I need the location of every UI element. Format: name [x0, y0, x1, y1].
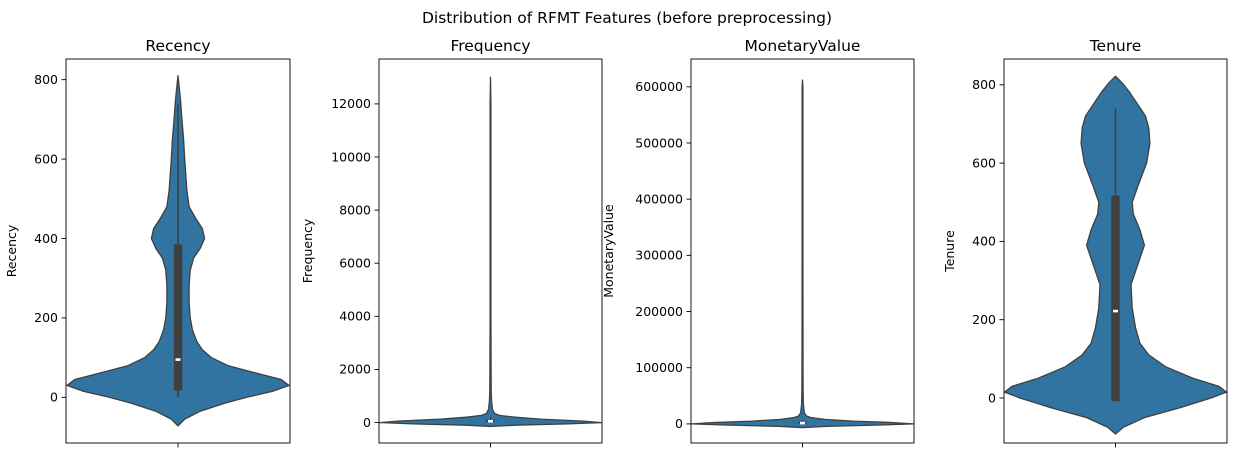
y-tick-label: 200000 — [635, 304, 683, 319]
y-tick-label: 800 — [34, 72, 58, 87]
violin-iqr-box — [1111, 195, 1120, 402]
y-tick-label: 0 — [988, 390, 996, 405]
y-tick-label: 6000 — [339, 256, 371, 271]
violin-iqr-box — [173, 244, 183, 391]
panel-title: MonetaryValue — [745, 37, 861, 55]
y-tick-label: 500000 — [635, 135, 683, 150]
y-axis-label: Frequency — [300, 218, 315, 283]
violin-median — [800, 421, 805, 425]
y-tick-label: 200 — [34, 310, 58, 325]
violin-body — [690, 79, 915, 429]
violin-median — [1113, 309, 1118, 313]
y-tick-label: 400000 — [635, 191, 683, 206]
panel-recency: Recency Recency 0 200 400 600 800 — [4, 37, 291, 448]
y-tick-label: 12000 — [331, 96, 371, 111]
panel-title: Frequency — [450, 37, 530, 55]
y-tick-label: 2000 — [339, 362, 371, 377]
y-tick-label: 600 — [972, 155, 996, 170]
y-tick-label: 10000 — [331, 149, 371, 164]
panel-tenure: Tenure Tenure 0 200 400 600 800 — [942, 37, 1228, 448]
y-axis-label: MonetaryValue — [601, 204, 616, 298]
y-tick-label: 0 — [363, 415, 371, 430]
y-tick-label: 100000 — [635, 360, 683, 375]
y-tick-label: 400 — [972, 234, 996, 249]
y-axis-label: Tenure — [942, 230, 957, 273]
violin-median — [175, 358, 181, 361]
y-tick-label: 600000 — [635, 79, 683, 94]
y-tick-label: 8000 — [339, 202, 371, 217]
panel-title: Recency — [145, 37, 210, 55]
y-axis-label: Recency — [4, 224, 19, 277]
violin-median — [488, 419, 493, 423]
figure-suptitle: Distribution of RFMT Features (before pr… — [422, 9, 832, 27]
y-tick-label: 800 — [972, 77, 996, 92]
y-tick-label: 300000 — [635, 248, 683, 263]
y-tick-label: 400 — [34, 231, 58, 246]
panel-frequency: Frequency Frequency 0 2000 4000 6000 8000 100… — [300, 37, 603, 448]
y-tick-label: 0 — [50, 390, 58, 405]
panel-title: Tenure — [1089, 37, 1142, 55]
y-tick-label: 0 — [675, 416, 683, 431]
y-tick-label: 600 — [34, 151, 58, 166]
violin-body — [378, 76, 603, 428]
y-tick-label: 4000 — [339, 309, 371, 324]
panel-monetaryvalue: MonetaryValue MonetaryValue 0 100000 20000… — [601, 37, 915, 448]
y-tick-label: 200 — [972, 312, 996, 327]
